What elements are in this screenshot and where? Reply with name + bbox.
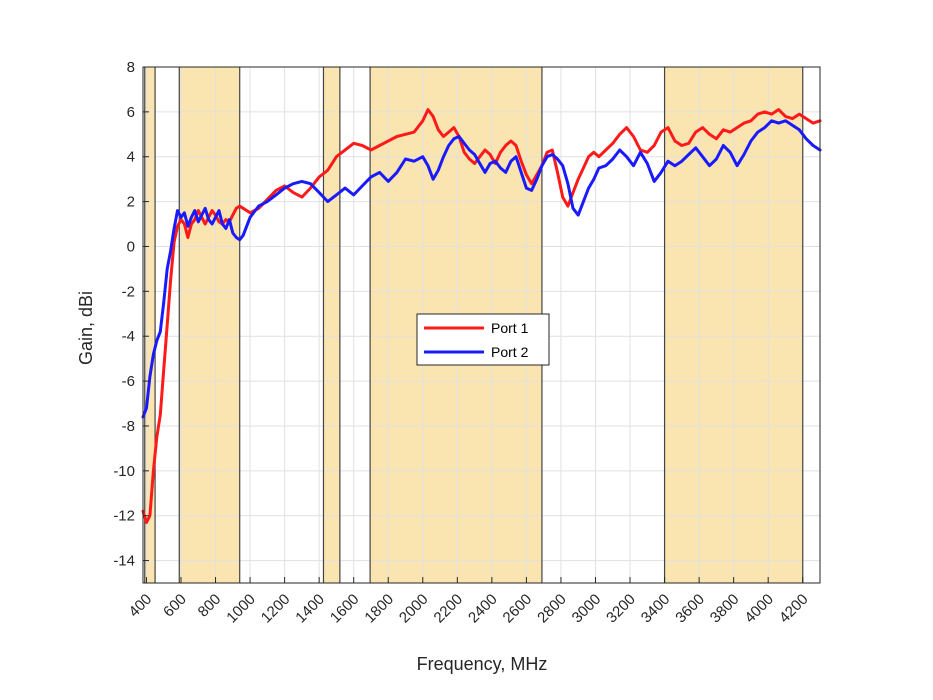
y-tick-label: -8 <box>122 418 135 435</box>
y-tick-label: -12 <box>113 508 135 525</box>
series-line-port-2 <box>141 119 822 419</box>
y-tick-label: 8 <box>127 59 135 76</box>
shaded-band <box>144 67 156 583</box>
y-tick-label: -14 <box>113 553 135 570</box>
legend: Port 1 Port 2 <box>416 313 550 366</box>
legend-box <box>416 313 550 366</box>
x-axis-title: Frequency, MHz <box>417 654 548 674</box>
y-tick-label: 6 <box>127 104 135 121</box>
plot-frame <box>142 66 821 584</box>
y-tick-label: 0 <box>127 238 135 255</box>
series-line-port-1 <box>141 108 822 524</box>
y-tick-label: 2 <box>127 194 135 211</box>
y-tick-label: -4 <box>122 328 135 345</box>
y-tick-label: -10 <box>113 463 135 480</box>
shaded-band <box>179 67 240 583</box>
y-axis-title: Gain, dBi <box>76 291 96 365</box>
legend-label-port-2: Port 2 <box>491 344 529 360</box>
y-axis-ticks: 8 6 4 2 0 -2 -4 -6 -8 -10 -12 -14 <box>113 59 149 570</box>
series-lines <box>141 108 822 524</box>
legend-label-port-1: Port 1 <box>491 320 529 336</box>
y-tick-label: -6 <box>122 373 135 390</box>
y-tick-label: 4 <box>127 149 135 166</box>
y-tick-label: -2 <box>122 283 135 300</box>
shaded-band <box>323 67 340 583</box>
